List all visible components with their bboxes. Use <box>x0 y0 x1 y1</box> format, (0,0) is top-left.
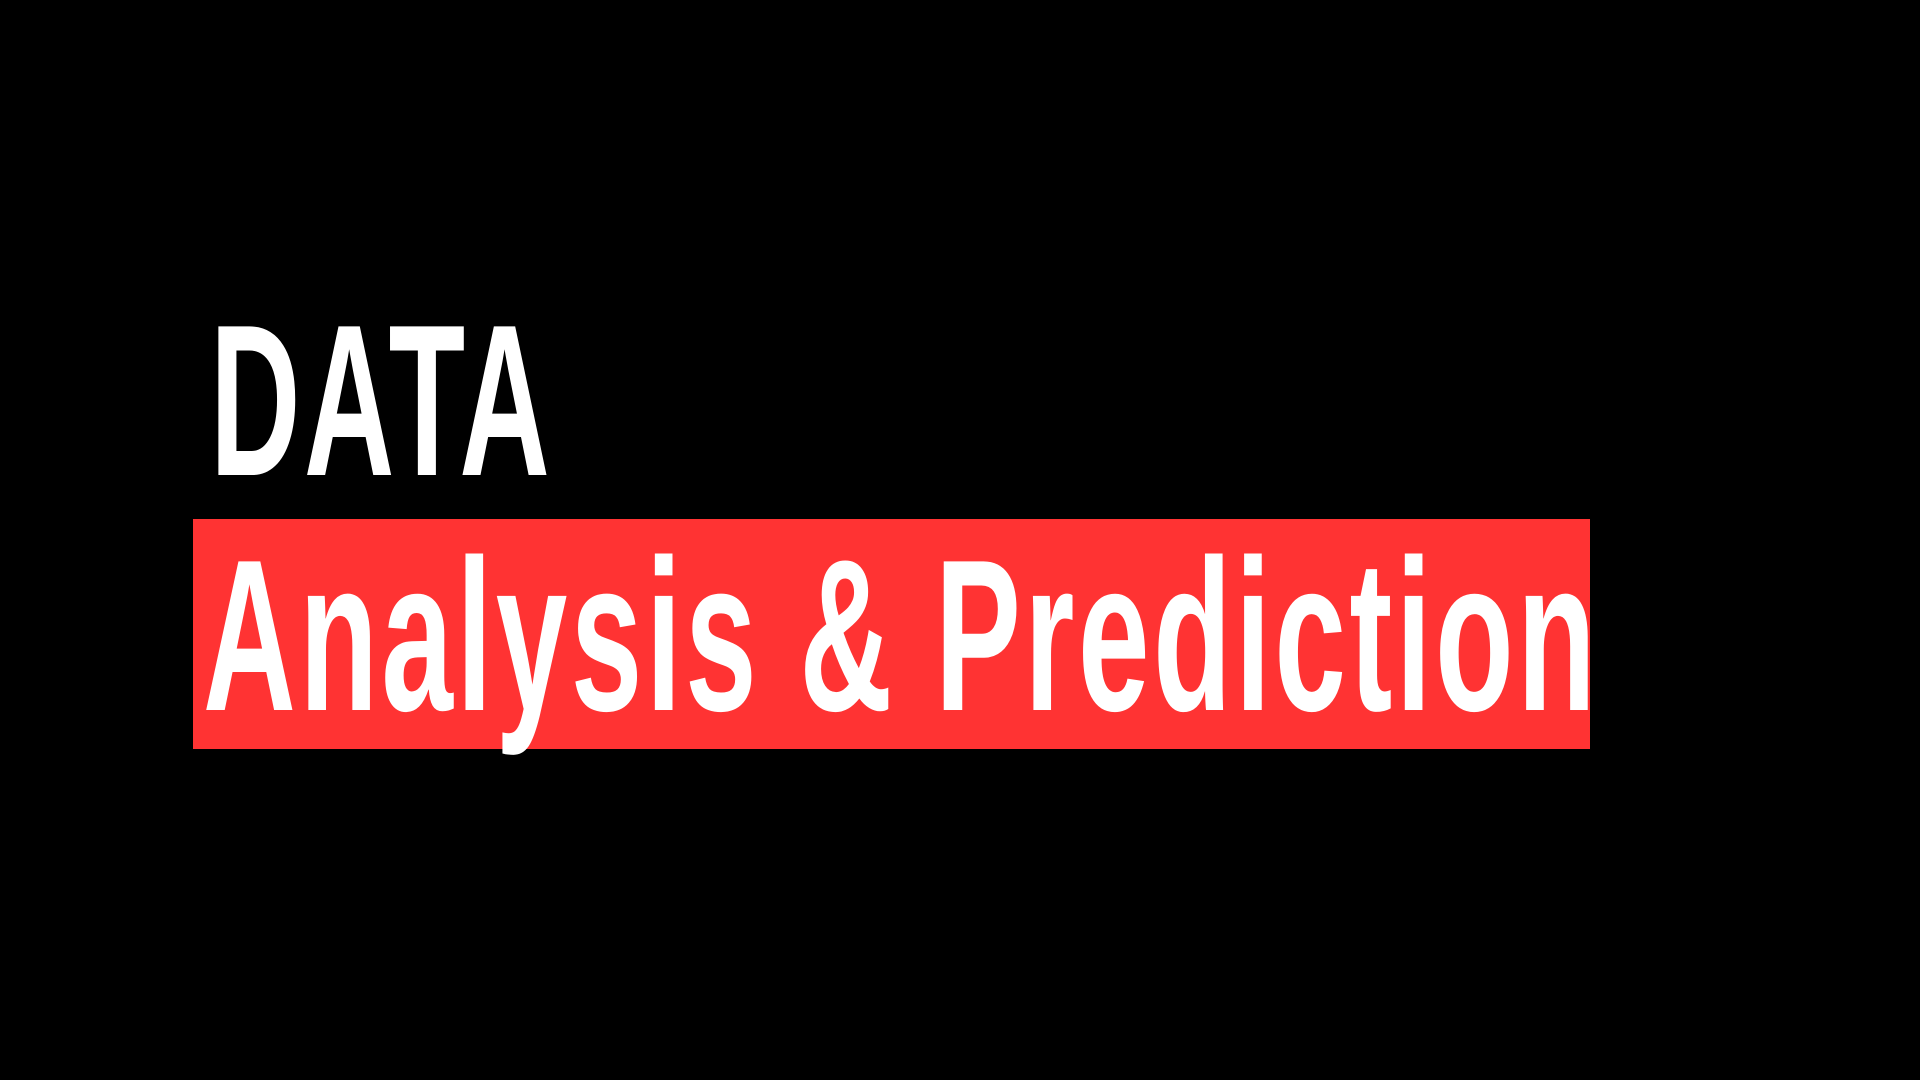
heading-line-data: DATA <box>210 279 554 521</box>
highlight-band <box>193 519 1590 749</box>
heading-line-analysis-prediction: Analysis & Prediction <box>203 514 1600 756</box>
